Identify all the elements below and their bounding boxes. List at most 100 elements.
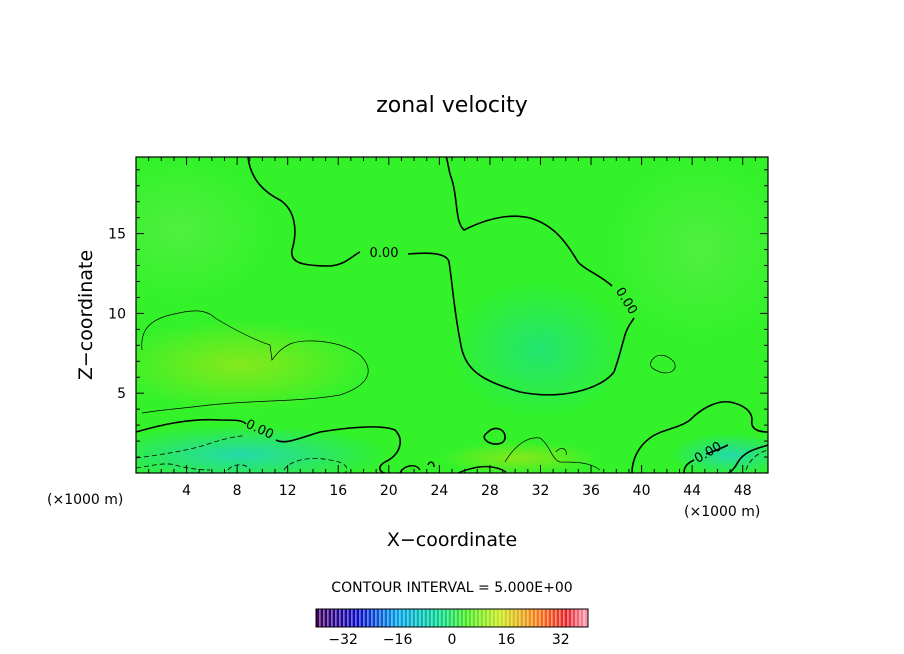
colorbar-cell: [507, 608, 513, 628]
colorbar-cell: [499, 608, 505, 628]
contour-interval-text: CONTOUR INTERVAL = 5.000E+00: [331, 580, 572, 596]
contour-negative-right: [745, 449, 768, 471]
colorbar-cell: [475, 608, 481, 628]
contour-zero-upper: [247, 157, 635, 396]
colorbar-cell: [347, 608, 353, 628]
x-tick-label: 36: [582, 483, 600, 499]
colorbar-ticks: −32 −16 0 16 32: [328, 632, 569, 648]
colorbar-tick-label: 16: [497, 632, 515, 648]
x-tick-label: 12: [279, 483, 297, 499]
colorbar-cell: [567, 608, 573, 628]
x-tick-label: 4: [182, 483, 191, 499]
x-tick-label: 40: [633, 483, 651, 499]
colorbar-cell: [559, 608, 565, 628]
colorbar-cell: [407, 608, 413, 628]
colorbar-cell: [487, 608, 493, 628]
colorbar-cell: [471, 608, 477, 628]
colorbar-cell: [439, 608, 445, 628]
chart-title: zonal velocity: [376, 93, 528, 118]
x-tick-label: 8: [233, 483, 242, 499]
colorbar-cell: [519, 608, 525, 628]
colorbar-cell: [367, 608, 373, 628]
colorbar-tick-label: −32: [328, 632, 358, 648]
contour-positive-bottom: [504, 437, 601, 471]
colorbar-cell: [355, 608, 361, 628]
colorbar-cell: [563, 608, 569, 628]
colorbar-tick-label: 32: [552, 632, 570, 648]
field-shade-positive-core: [136, 320, 370, 410]
field-shade-bottom-positive: [440, 442, 600, 473]
contour-zero-lower-left: [136, 418, 401, 473]
colorbar-cell: [411, 608, 417, 628]
y-tick-label: 5: [117, 386, 126, 402]
colorbar-cell: [391, 608, 397, 628]
colorbar-cell: [555, 608, 561, 628]
colorbar: [315, 608, 589, 628]
contour-zero-lower-right: [631, 400, 768, 473]
colorbar-cell: [579, 608, 585, 628]
colorbar-cell: [335, 608, 341, 628]
colorbar-cell: [455, 608, 461, 628]
colorbar-tick-label: −16: [383, 632, 413, 648]
contour-positive-left: [141, 310, 369, 414]
x-tick-label: 16: [329, 483, 347, 499]
y-axis-label: Z−coordinate: [75, 250, 97, 380]
colorbar-cell: [495, 608, 501, 628]
colorbar-cell: [423, 608, 429, 628]
colorbar-cell: [315, 608, 321, 628]
y-tick-label: 15: [108, 227, 126, 243]
x-unit-left: (×1000 m): [47, 492, 123, 508]
x-tick-label: 44: [683, 483, 701, 499]
field-shade-lower-right: [670, 433, 768, 473]
colorbar-cell: [459, 608, 465, 628]
colorbar-cell: [331, 608, 337, 628]
colorbar-cell: [415, 608, 421, 628]
x-tick-label: 48: [734, 483, 752, 499]
colorbar-cell: [427, 608, 433, 628]
field-shade-center-negative: [450, 280, 630, 420]
colorbar-cell: [483, 608, 489, 628]
colorbar-cell: [523, 608, 529, 628]
colorbar-cell: [327, 608, 333, 628]
colorbar-cell: [463, 608, 469, 628]
colorbar-frame: [315, 608, 589, 628]
colorbar-cell: [371, 608, 377, 628]
x-tick-label: 20: [380, 483, 398, 499]
colorbar-cell: [323, 608, 329, 628]
colorbar-cell: [319, 608, 325, 628]
colorbar-cell: [551, 608, 557, 628]
colorbar-cell: [575, 608, 581, 628]
colorbar-cell: [435, 608, 441, 628]
colorbar-cell: [535, 608, 541, 628]
colorbar-cell: [383, 608, 389, 628]
field-shade-lower-left: [136, 425, 390, 473]
colorbar-cell: [395, 608, 401, 628]
field-shade-upper-right: [610, 160, 768, 340]
colorbar-cell: [515, 608, 521, 628]
plot-area: 0.00 0.00 0.00 0.00: [136, 157, 768, 473]
colorbar-cell: [451, 608, 457, 628]
x-unit-right: (×1000 m): [684, 504, 760, 520]
x-tick-label: 24: [430, 483, 448, 499]
contour-zero-blob-a: [483, 427, 506, 445]
x-tick-label: 32: [532, 483, 550, 499]
colorbar-cell: [491, 608, 497, 628]
colorbar-cell: [431, 608, 437, 628]
colorbar-cell: [531, 608, 537, 628]
colorbar-cell: [403, 608, 409, 628]
y-tick-label: 10: [108, 306, 126, 322]
colorbar-cell: [503, 608, 509, 628]
colorbar-tick-label: 0: [448, 632, 457, 648]
colorbar-cell: [447, 608, 453, 628]
x-tick-label: 28: [481, 483, 499, 499]
x-ticks: 4 8 12 16 20 24 28 32 36 40 44 48: [148, 157, 756, 499]
colorbar-cell: [443, 608, 449, 628]
colorbar-cell: [467, 608, 473, 628]
colorbar-cell: [363, 608, 369, 628]
colorbar-cell: [539, 608, 545, 628]
colorbar-cell: [351, 608, 357, 628]
colorbar-cell: [379, 608, 385, 628]
colorbar-cell: [547, 608, 553, 628]
y-ticks: 5 10 15: [108, 169, 768, 458]
